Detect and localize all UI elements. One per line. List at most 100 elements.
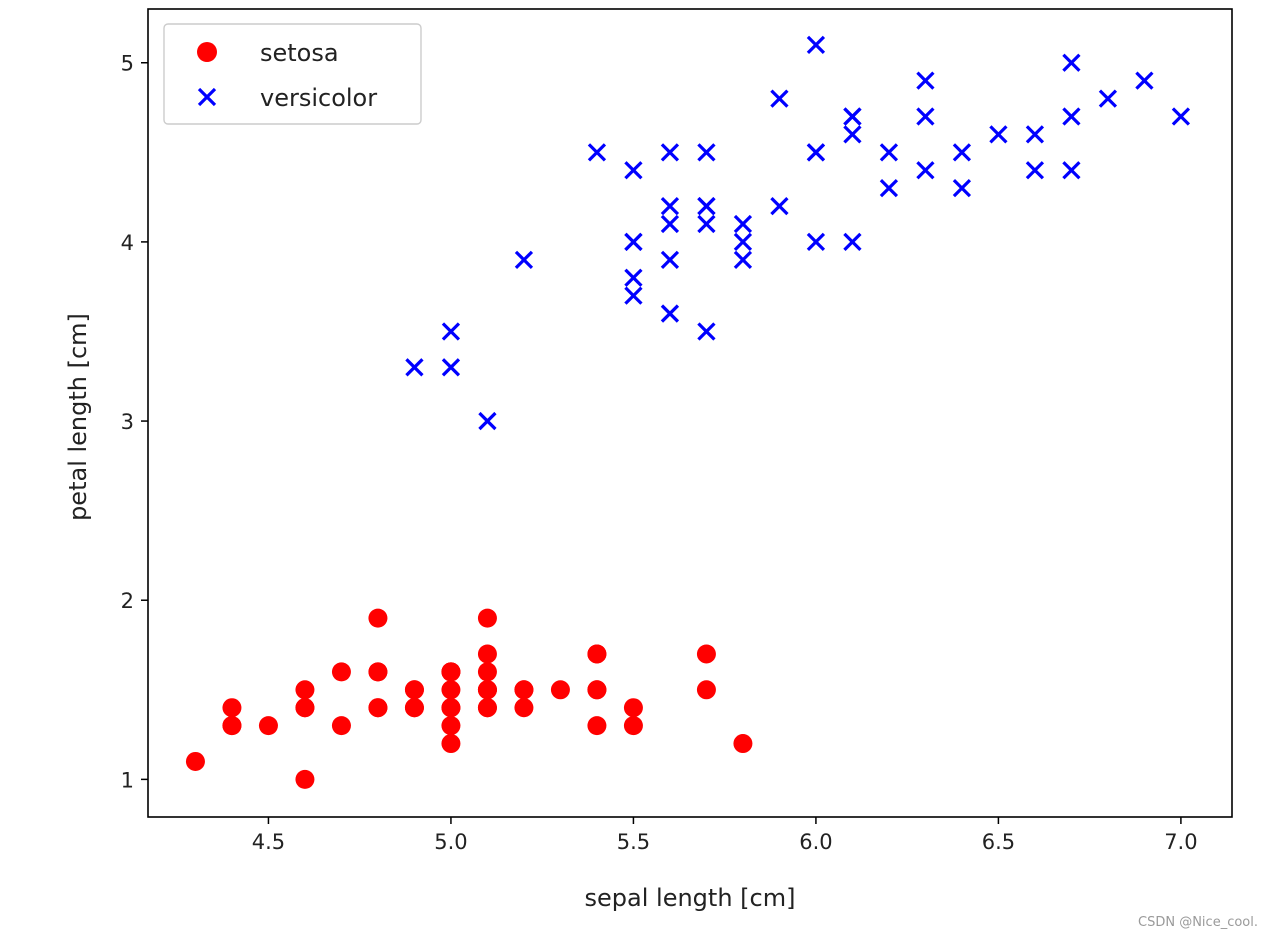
data-point-versicolor: [697, 143, 716, 162]
data-point-versicolor: [1062, 53, 1081, 72]
data-point-versicolor: [1062, 107, 1081, 126]
data-point-versicolor: [697, 196, 716, 216]
y-tick-label: 4: [121, 231, 134, 255]
data-point-versicolor: [952, 143, 972, 162]
data-point-setosa: [185, 751, 205, 771]
legend-marker-versicolor: [197, 87, 217, 107]
data-point-versicolor: [1025, 161, 1045, 180]
y-tick-label: 2: [121, 589, 134, 613]
data-point-setosa: [477, 662, 497, 682]
data-point-setosa: [368, 662, 388, 682]
data-point-versicolor: [624, 286, 643, 305]
data-point-versicolor: [733, 214, 753, 234]
x-axis-ticks: 4.5 5.0 5.5 6.0 6.5 7.0: [252, 817, 1198, 854]
data-point-setosa: [550, 680, 570, 700]
data-point-versicolor: [1171, 107, 1191, 126]
data-point-versicolor: [916, 107, 935, 126]
data-point-versicolor: [697, 214, 716, 234]
legend-label-versicolor: versicolor: [260, 84, 377, 112]
y-axis-label: petal length [cm]: [64, 313, 92, 521]
data-point-setosa: [441, 716, 461, 736]
data-point-versicolor: [843, 125, 862, 144]
data-point-setosa: [295, 680, 315, 700]
data-point-setosa: [696, 644, 716, 664]
data-point-versicolor: [1025, 125, 1045, 144]
data-point-versicolor: [806, 232, 826, 252]
data-point-versicolor: [806, 35, 826, 54]
data-point-setosa: [222, 716, 242, 736]
plot-area: [147, 8, 1233, 818]
data-point-versicolor: [514, 250, 534, 269]
legend-box: [163, 23, 422, 125]
data-point-setosa: [514, 680, 534, 700]
legend-label-setosa: setosa: [260, 39, 339, 67]
data-point-versicolor: [1098, 89, 1118, 108]
x-tick-label: 6.0: [799, 830, 832, 854]
data-point-setosa: [441, 698, 461, 718]
data-point-setosa: [477, 698, 497, 718]
data-point-versicolor: [916, 71, 935, 90]
data-point-setosa: [623, 716, 643, 736]
data-point-setosa: [222, 698, 242, 718]
data-point-setosa: [587, 716, 607, 736]
data-point-versicolor: [660, 250, 680, 269]
data-point-setosa: [441, 680, 461, 700]
data-point-versicolor: [770, 89, 789, 108]
data-point-setosa: [331, 716, 351, 736]
data-point-setosa: [404, 698, 424, 718]
data-point-versicolor: [624, 232, 643, 252]
data-point-versicolor: [660, 304, 680, 323]
y-tick-label: 3: [121, 410, 134, 434]
data-point-versicolor: [916, 161, 935, 180]
x-tick-label: 5.0: [434, 830, 467, 854]
data-point-versicolor: [879, 179, 899, 198]
y-tick-label: 1: [121, 768, 134, 792]
data-point-setosa: [477, 608, 497, 628]
data-point-setosa: [368, 608, 388, 628]
x-tick-label: 7.0: [1164, 830, 1197, 854]
points-layer: [185, 35, 1191, 789]
data-point-setosa: [587, 644, 607, 664]
data-point-setosa: [258, 716, 278, 736]
data-point-versicolor: [441, 358, 461, 377]
data-point-versicolor: [733, 232, 753, 252]
data-point-versicolor: [806, 143, 826, 162]
data-point-versicolor: [587, 143, 607, 162]
x-axis-label: sepal length [cm]: [585, 884, 796, 912]
watermark: CSDN @Nice_cool.: [1138, 915, 1258, 930]
x-tick-label: 4.5: [252, 830, 285, 854]
y-tick-label: 5: [121, 52, 134, 76]
data-point-versicolor: [843, 107, 862, 126]
data-point-setosa: [623, 698, 643, 718]
data-point-setosa: [477, 644, 497, 664]
data-point-versicolor: [660, 196, 680, 216]
data-point-setosa: [441, 662, 461, 682]
data-point-setosa: [514, 698, 534, 718]
data-point-versicolor: [478, 411, 497, 431]
data-point-setosa: [331, 662, 351, 682]
data-point-setosa: [696, 680, 716, 700]
x-tick-label: 5.5: [617, 830, 650, 854]
data-point-setosa: [441, 734, 461, 754]
data-point-versicolor: [1062, 161, 1081, 180]
data-point-versicolor: [441, 322, 461, 341]
data-point-versicolor: [697, 322, 716, 341]
data-point-setosa: [368, 698, 388, 718]
data-point-versicolor: [660, 214, 680, 234]
data-point-versicolor: [624, 161, 643, 180]
legend: setosa versicolor: [163, 23, 422, 125]
data-point-versicolor: [952, 179, 972, 198]
data-point-versicolor: [405, 358, 424, 377]
data-point-setosa: [477, 680, 497, 700]
data-point-versicolor: [660, 143, 680, 162]
data-point-setosa: [295, 769, 315, 789]
x-tick-label: 6.5: [982, 830, 1015, 854]
y-axis-ticks: 1 2 3 4 5: [121, 52, 148, 792]
data-point-setosa: [587, 680, 607, 700]
data-point-versicolor: [1135, 71, 1154, 90]
data-point-versicolor: [770, 196, 789, 216]
data-point-setosa: [733, 734, 753, 754]
data-point-versicolor: [733, 250, 753, 269]
data-point-versicolor: [624, 268, 643, 287]
